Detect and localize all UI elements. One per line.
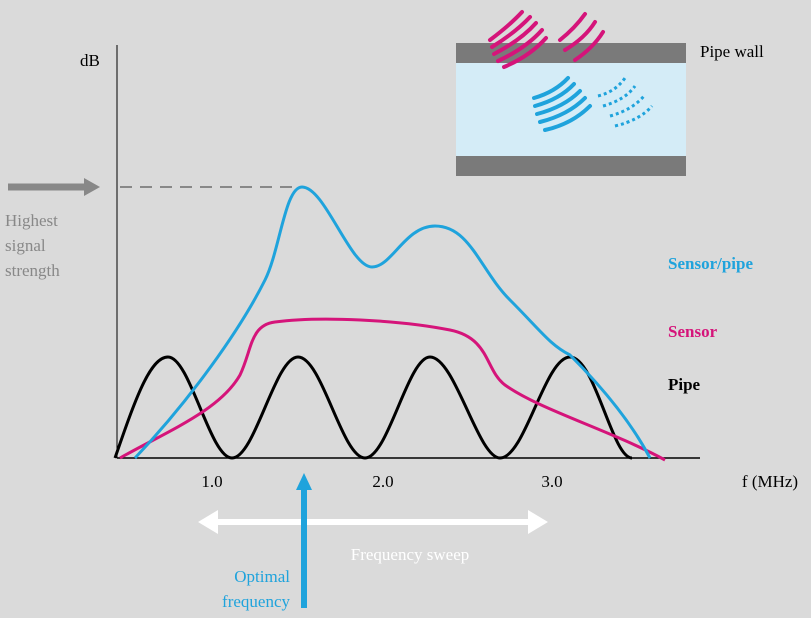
annotation: signal [5,236,46,255]
x-tick-label: 1.0 [201,472,222,491]
x-axis-label: f (MHz) [742,472,798,491]
x-tick-label: 2.0 [372,472,393,491]
annotation: strength [5,261,60,280]
diagram: Pipe wall dB 1.0 2.0 3.0 f (MHz) Highest… [0,0,811,618]
annotation: Highest [5,211,58,230]
page: {"axis": {"y_label": "dB", "x_label": "f… [0,0,811,618]
inset-label: Pipe wall [700,42,764,61]
annotation: frequency [222,592,290,611]
annotation: Optimal [234,567,290,586]
y-axis-label: dB [80,51,100,70]
legend-label: Sensor/pipe [668,254,753,273]
pipe-wall-bottom [456,156,686,176]
annotation: Frequency sweep [351,545,470,564]
legend-label: Sensor [668,322,718,341]
legend-label: Pipe [668,375,701,394]
background [0,0,811,618]
x-tick-label: 3.0 [541,472,562,491]
